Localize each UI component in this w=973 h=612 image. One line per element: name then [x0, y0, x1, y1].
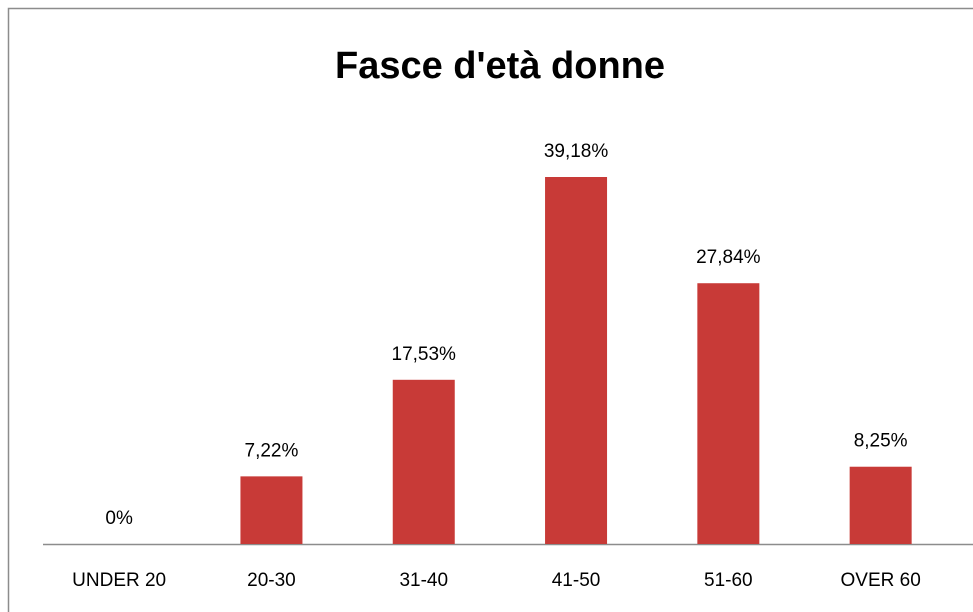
- x-tick-label: 20-30: [247, 570, 296, 591]
- data-label: 7,22%: [245, 440, 299, 461]
- bar: [240, 476, 303, 544]
- chart-title: Fasce d'età donne: [335, 45, 665, 87]
- x-tick-label: UNDER 20: [72, 570, 166, 591]
- x-tick-label: 51-60: [704, 570, 753, 591]
- bar: [545, 177, 608, 544]
- data-label: 0%: [105, 508, 133, 529]
- bar: [697, 283, 760, 544]
- data-label: 17,53%: [392, 344, 457, 365]
- data-label: 39,18%: [544, 141, 609, 162]
- x-tick-label: 31-40: [399, 570, 448, 591]
- x-tick-label: 41-50: [552, 570, 601, 591]
- bar: [849, 466, 912, 544]
- data-label: 27,84%: [696, 247, 761, 268]
- bar: [392, 379, 455, 544]
- data-label: 8,25%: [854, 431, 908, 452]
- x-tick-label: OVER 60: [841, 570, 921, 591]
- chart-frame: [7, 7, 973, 612]
